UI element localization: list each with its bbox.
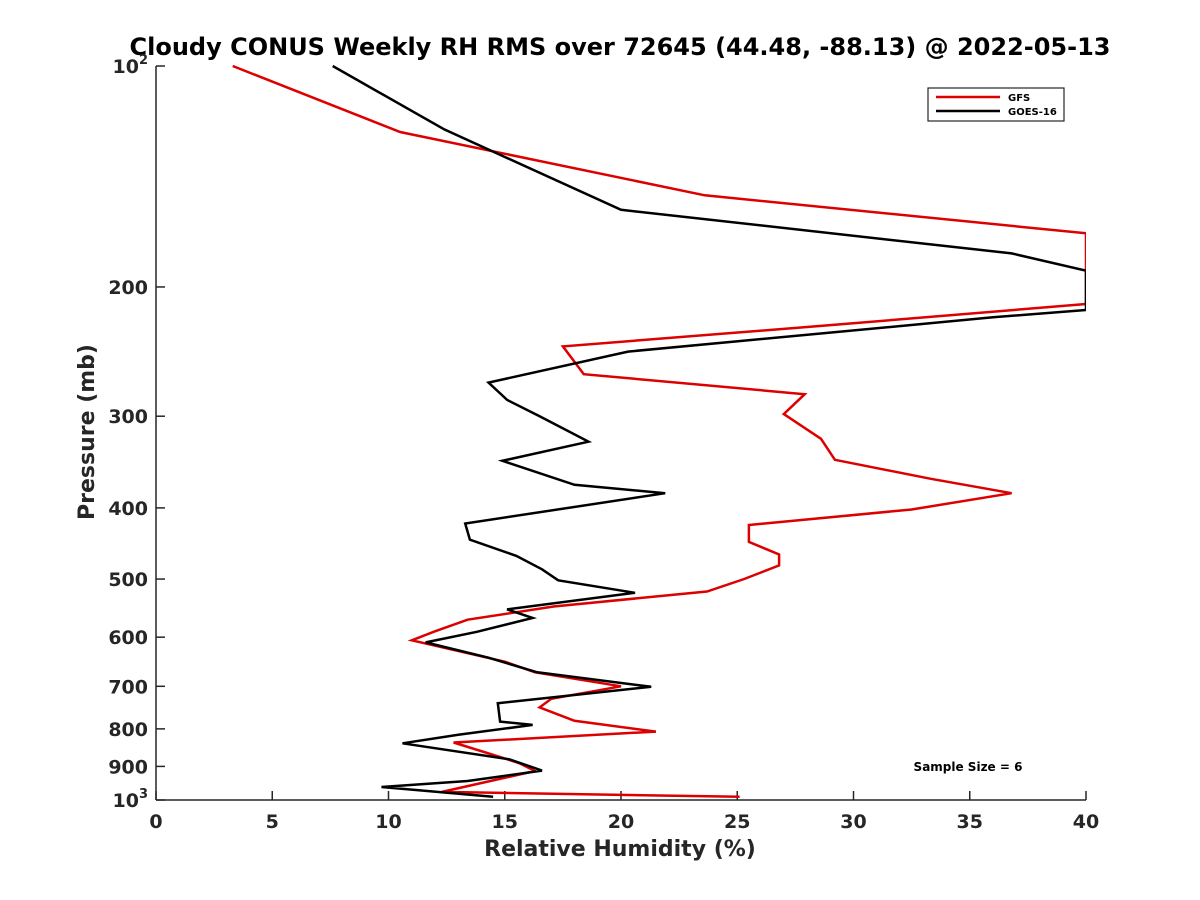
legend: GFS GOES-16 [927,87,1065,122]
x-tick-label: 10 [375,811,401,833]
x-tick-label: 15 [492,811,518,833]
y-tick-label: 600 [108,627,148,649]
x-axis-label: Relative Humidity (%) [484,837,756,862]
y-tick-label: 102 [113,53,149,78]
y-tick-label: 103 [113,787,149,812]
x-tick-label: 30 [840,811,866,833]
legend-label: GOES-16 [1008,107,1057,118]
legend-box [927,87,1065,122]
y-tick-label: 200 [108,277,148,299]
y-tick-label: 900 [108,756,148,778]
y-tick-label: 800 [108,719,148,741]
y-tick-label: 500 [108,569,148,591]
series-line-goes-16 [332,64,1086,799]
series-line-gfs [232,64,1086,799]
x-tick-label: 20 [608,811,634,833]
sample-size-annotation: Sample Size = 6 [914,760,1023,774]
y-axis-label: Pressure (mb) [75,344,100,520]
x-tick-label: 0 [149,811,162,833]
axes: 0 5 10 15 20 25 30 35 40 102 200 300 400 500 600 700 800… [108,53,1099,833]
x-tick-label: 25 [724,811,750,833]
x-tick-label: 35 [957,811,983,833]
chart-title: Cloudy CONUS Weekly RH RMS over 72645 (4… [130,33,1111,61]
x-tick-label: 5 [266,811,279,833]
y-tick-label: 300 [108,406,148,428]
legend-label: GFS [1008,93,1030,104]
y-tick-label: 700 [108,676,148,698]
x-tick-label: 40 [1073,811,1099,833]
series-layer [232,64,1086,799]
y-tick-label: 400 [108,498,148,520]
